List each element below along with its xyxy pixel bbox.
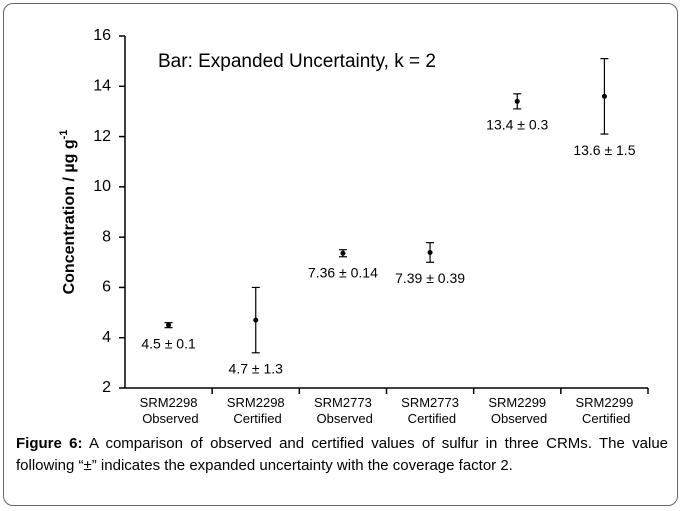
x-tick-label-line: Observed — [313, 411, 373, 426]
y-tick-label: 8 — [102, 228, 111, 245]
x-tick-label-line: SRM2299 — [488, 395, 546, 410]
x-tick-label-line: SRM2298 — [227, 395, 285, 410]
value-label: 4.7 ± 1.3 — [229, 361, 284, 377]
x-tick-label: SRM2773 Certified — [401, 395, 459, 426]
chart: Bar: Expanded Uncertainty, k = 2 Concent… — [58, 27, 649, 426]
x-tick-label-line: Observed — [139, 411, 199, 426]
y-tick-label: 16 — [93, 27, 111, 44]
figure-frame — [3, 3, 678, 506]
x-tick-label-line: Observed — [487, 411, 547, 426]
point — [427, 249, 433, 255]
x-tick-label-line: SRM2298 — [140, 395, 198, 410]
annotation: Bar: Expanded Uncertainty, k = 2 — [158, 51, 436, 72]
y-tick-label: 10 — [93, 178, 111, 195]
value-label: 13.4 ± 0.3 — [486, 117, 548, 133]
point — [601, 93, 607, 99]
caption-label: Figure 6: — [16, 435, 83, 452]
y-tick-label: 12 — [93, 128, 111, 145]
x-tick-label-line: SRM2773 — [401, 395, 459, 410]
point — [253, 317, 259, 323]
x-tick-label: SRM2299 Certified — [576, 395, 634, 426]
x-tick-label: SRM2298 Certified — [227, 395, 285, 426]
y-tick-label: 4 — [102, 329, 111, 346]
y-axis-label-text: Concentration / µg g — [61, 139, 78, 294]
x-tick-label-line: SRM2299 — [576, 395, 634, 410]
x-tick-label: SRM2773 Observed — [313, 395, 373, 426]
y-axis-label-superscript: -1 — [58, 130, 70, 140]
y-tick-label: 6 — [102, 279, 111, 296]
x-tick-label-line: Certified — [230, 411, 282, 426]
value-label: 13.6 ± 1.5 — [573, 142, 635, 158]
point — [514, 98, 520, 104]
x-tick-label: SRM2298 Observed — [139, 395, 199, 426]
value-label: 7.39 ± 0.39 — [395, 270, 465, 286]
value-label: 7.36 ± 0.14 — [308, 264, 378, 280]
y-tick-label: 2 — [102, 379, 111, 396]
x-tick-label-line: Certified — [578, 411, 630, 426]
x-tick-label-line: Certified — [404, 411, 456, 426]
x-tick-label-line: SRM2773 — [314, 395, 372, 410]
point — [340, 250, 346, 256]
value-label: 4.5 ± 0.1 — [141, 335, 196, 351]
y-axis-label: Concentration / µg g-1 — [58, 130, 78, 295]
x-tick-label: SRM2299 Observed — [487, 395, 547, 426]
y-tick-label: 14 — [93, 78, 111, 95]
caption: Figure 6: A comparison of observed and c… — [16, 433, 668, 477]
caption-text: A comparison of observed and certified v… — [16, 435, 669, 474]
point — [166, 322, 172, 328]
